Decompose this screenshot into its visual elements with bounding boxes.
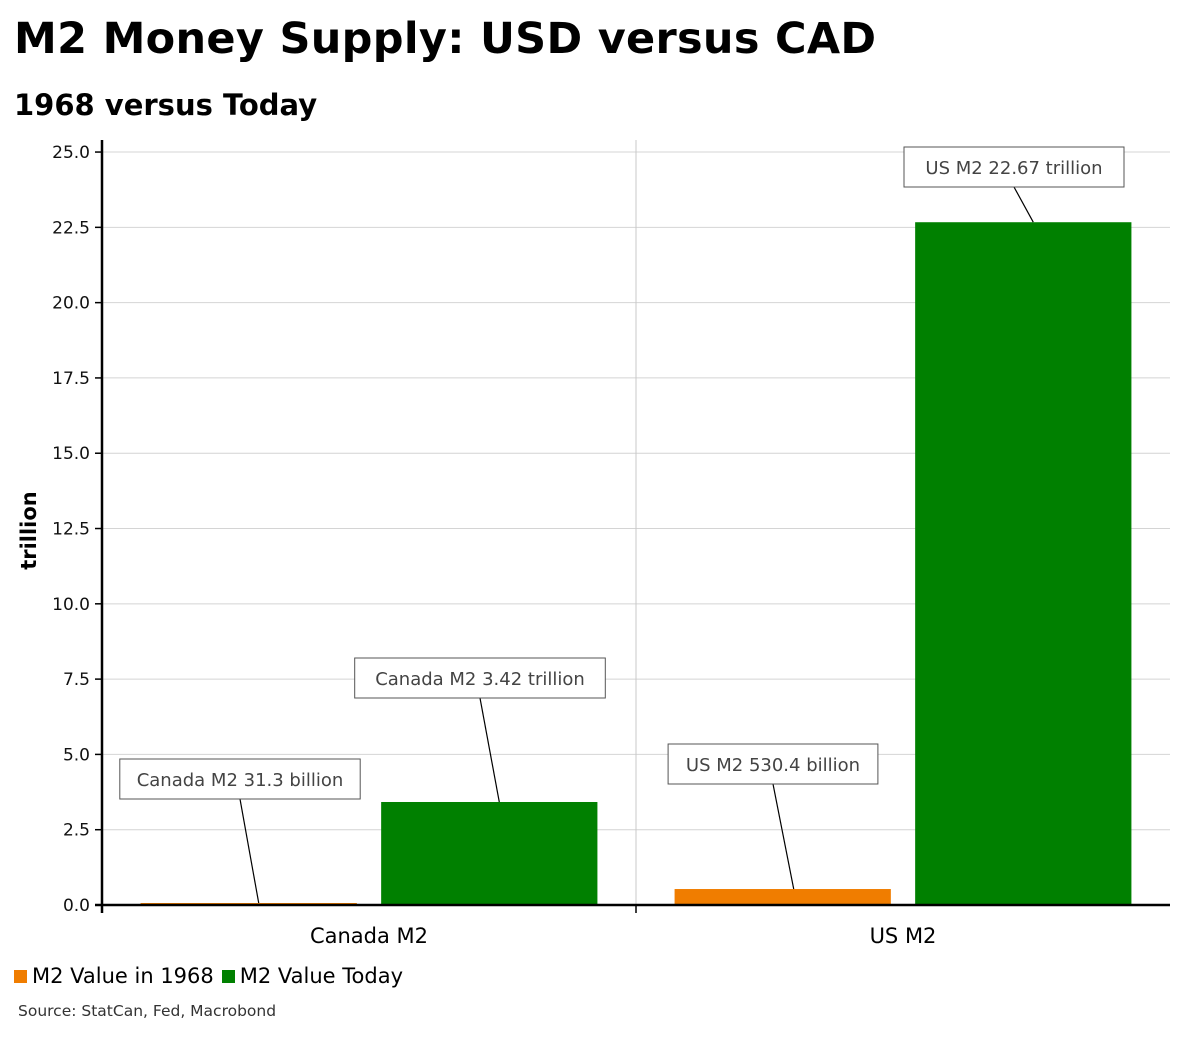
x-tick-label: US M2 <box>870 924 937 948</box>
annotation-leader <box>772 783 795 890</box>
annotation-box <box>119 758 361 800</box>
y-tick-label: 2.5 <box>63 821 90 841</box>
legend-item-today: M2 Value Today <box>221 964 403 988</box>
y-tick-label: 25.0 <box>52 143 90 163</box>
legend-swatch-1968 <box>14 969 27 983</box>
bar-chart: 0.0 2.5 5.0 7.5 10.0 12.5 15.0 17.5 20.0 22.5 25.0… <box>17 140 1170 948</box>
chart-subtitle: 1968 versus Today <box>14 88 318 122</box>
annotation-leader <box>239 798 260 904</box>
y-tick-label: 12.5 <box>52 520 90 540</box>
legend: M2 Value in 1968 M2 Value Today <box>14 964 411 988</box>
y-tick-label: 0.0 <box>63 896 90 916</box>
y-tick-label: 7.5 <box>63 670 90 690</box>
y-tick-label: 22.5 <box>52 218 90 238</box>
annotation-label: Canada M2 31.3 billion <box>137 770 344 791</box>
annotation-leader <box>479 697 500 803</box>
annotation-label: Canada M2 3.42 trillion <box>375 669 585 690</box>
annotation-box <box>903 146 1125 188</box>
bar-1968-us-m2 <box>674 889 891 905</box>
y-tick-label: 10.0 <box>52 595 90 615</box>
y-axis-label: trillion <box>17 491 41 570</box>
bar-today-us-m2 <box>915 222 1132 906</box>
annotation-box <box>667 743 879 785</box>
annotation-label: US M2 22.67 trillion <box>925 158 1102 179</box>
annotation-label: US M2 530.4 billion <box>686 755 860 776</box>
legend-item-1968: M2 Value in 1968 <box>14 964 214 988</box>
y-tick-label: 20.0 <box>52 294 90 314</box>
chart-title: M2 Money Supply: USD versus CAD <box>14 14 877 64</box>
legend-swatch-today <box>221 969 235 983</box>
source-note: Source: StatCan, Fed, Macrobond <box>18 1002 277 1020</box>
annotation-leader <box>1013 186 1034 223</box>
y-tick-label: 5.0 <box>63 745 90 765</box>
annotation-box <box>354 657 606 699</box>
legend-label-1968: M2 Value in 1968 <box>32 964 214 988</box>
bar-today-canada-m2 <box>381 801 598 905</box>
legend-label-today: M2 Value Today <box>239 964 403 988</box>
x-tick-label: Canada M2 <box>310 924 428 948</box>
y-tick-label: 15.0 <box>52 444 90 464</box>
y-tick-label: 17.5 <box>52 369 90 389</box>
